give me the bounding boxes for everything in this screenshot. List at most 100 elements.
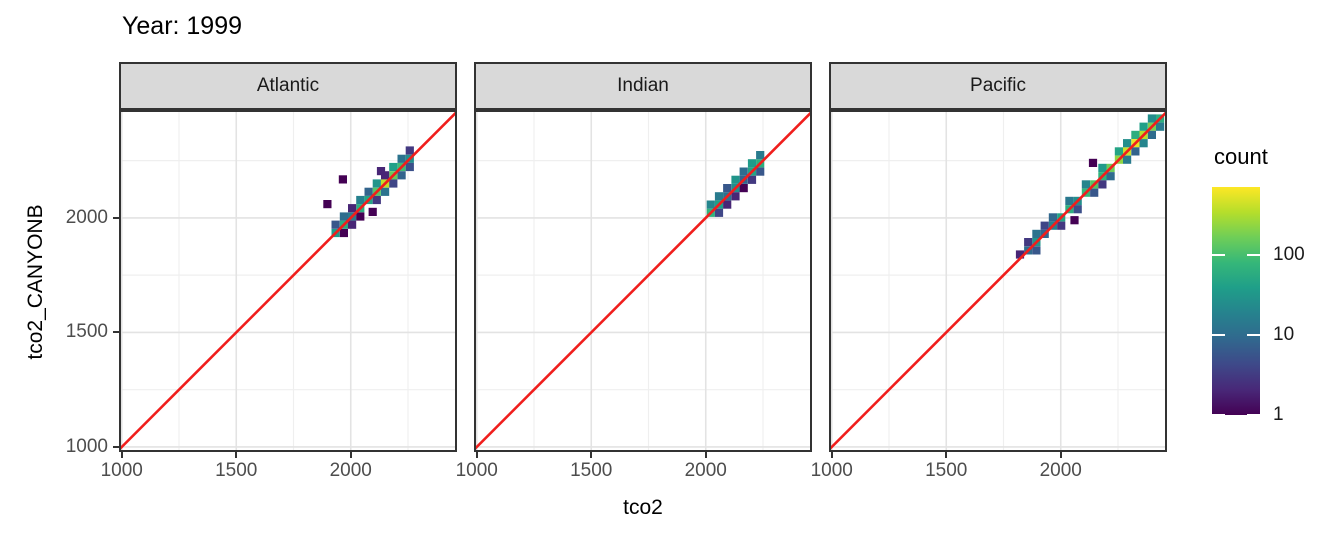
y-tick-mark: [113, 331, 119, 334]
bin2d-cell: [397, 171, 406, 180]
identity-line: [829, 110, 1167, 451]
bin2d-cell: [348, 204, 357, 213]
x-tick-label: 1000: [455, 460, 498, 481]
bin2d-cell: [714, 208, 724, 217]
panel-border: [474, 110, 812, 452]
bin2d-cell: [368, 207, 377, 216]
facet-panel-indian: [474, 110, 812, 452]
bin2d-cell: [356, 195, 365, 205]
x-tick-label: 1500: [215, 460, 258, 481]
facet-strip-label: Atlantic: [256, 75, 320, 96]
x-tick-label: 2000: [684, 460, 727, 481]
bin2d-cell: [1098, 163, 1107, 172]
bin2d-cell: [747, 175, 757, 184]
x-tick-mark: [704, 452, 707, 458]
bin2d-cell: [1147, 114, 1156, 123]
facet-strip-pacific: Pacific: [829, 62, 1167, 110]
facet-strip-indian: Indian: [474, 62, 812, 110]
bin2d-cell: [1040, 221, 1049, 230]
bin2d-cell: [1131, 147, 1140, 156]
x-tick-mark: [475, 452, 478, 458]
identity-line: [119, 110, 457, 451]
x-axis-title: tco2: [623, 496, 663, 519]
y-tick-label: 2000: [65, 206, 108, 228]
bin2d-cell: [747, 159, 757, 168]
bin2d-cell: [1131, 130, 1140, 139]
x-tick-label: 1000: [100, 460, 143, 481]
bin2d-cell: [739, 167, 748, 176]
facet-strip-label: Indian: [617, 75, 669, 96]
bin2d-cell: [339, 228, 348, 238]
bin2d-cell: [756, 151, 765, 160]
bin2d-cell: [723, 184, 732, 193]
legend-colorbar: [1212, 187, 1260, 415]
legend-tick-label: 100: [1273, 243, 1305, 265]
panel-border: [829, 110, 1167, 452]
x-tick-mark: [349, 452, 352, 458]
x-tick-label: 2000: [329, 460, 372, 481]
bin2d-cell: [1123, 155, 1132, 164]
bin2d-cell: [323, 200, 332, 209]
legend-tick-mark: [1247, 414, 1260, 416]
panel-border: [119, 110, 457, 452]
bin2d-cell: [405, 162, 414, 172]
plot-title: Year: 1999: [122, 12, 243, 40]
bin2d-cell: [381, 171, 390, 180]
bin2d-cell: [1098, 180, 1107, 189]
bin2d-cell: [348, 220, 357, 229]
legend-tick-label: 1: [1273, 404, 1284, 425]
bin2d-cell: [1073, 205, 1082, 214]
bin2d-cell: [1065, 196, 1074, 205]
bin2d-cell: [739, 184, 748, 193]
bin2d-cell: [1024, 238, 1033, 247]
x-tick-mark: [590, 452, 593, 458]
x-tick-mark: [120, 452, 123, 458]
bin2d-cell: [756, 167, 765, 176]
legend-tick-mark: [1212, 253, 1225, 256]
facet-plot-area: [119, 110, 457, 452]
facet-plot-area: [474, 110, 812, 452]
bin2d-cell: [1070, 216, 1079, 225]
bin2d-cell: [338, 175, 347, 184]
bin2d-cell: [331, 220, 340, 229]
bin2d-cell: [372, 195, 381, 205]
bin2d-cell: [1081, 180, 1090, 189]
identity-line: [474, 110, 812, 451]
legend-tick-mark: [1247, 253, 1260, 256]
y-tick-label: 1500: [65, 321, 108, 343]
x-tick-mark: [945, 452, 948, 458]
bin2d-cell: [389, 179, 398, 188]
x-tick-mark: [830, 452, 833, 458]
bin2d-cell: [364, 187, 373, 196]
bin2d-cell: [1048, 213, 1057, 222]
bin2d-cell: [1114, 147, 1123, 156]
bin2d-cell: [1015, 250, 1025, 259]
facet-strip-label: Pacific: [970, 75, 1026, 96]
bin2d-cell: [356, 212, 365, 221]
x-tick-mark: [1059, 452, 1062, 458]
bin2d-cell: [706, 200, 715, 209]
bin2d-cell: [339, 212, 348, 221]
x-tick-label: 2000: [1039, 460, 1082, 481]
x-tick-mark: [235, 452, 238, 458]
y-tick-mark: [113, 216, 119, 219]
bin2d-cell: [1032, 229, 1041, 238]
bin2d-cell: [389, 162, 398, 172]
bin2d-cell: [1090, 188, 1099, 197]
y-tick-mark: [113, 445, 119, 448]
bin2d-cell: [397, 154, 406, 163]
bin2d-cell: [1147, 130, 1156, 139]
bin2d-cell: [1088, 158, 1098, 167]
bin2d-cell: [731, 175, 740, 184]
legend-title: count: [1214, 144, 1268, 169]
bin2d-cell: [1139, 139, 1148, 148]
legend-tick-label: 10: [1273, 323, 1295, 345]
facet-plot-area: [829, 110, 1167, 452]
facet-panel-atlantic: [119, 110, 457, 452]
legend-tick-mark: [1247, 333, 1260, 336]
x-tick-label: 1500: [570, 460, 613, 481]
bin2d-cell: [1123, 139, 1132, 148]
facet-strip-atlantic: Atlantic: [119, 62, 457, 110]
bin2d-cell: [1139, 122, 1148, 131]
legend-tick-mark: [1212, 414, 1225, 416]
